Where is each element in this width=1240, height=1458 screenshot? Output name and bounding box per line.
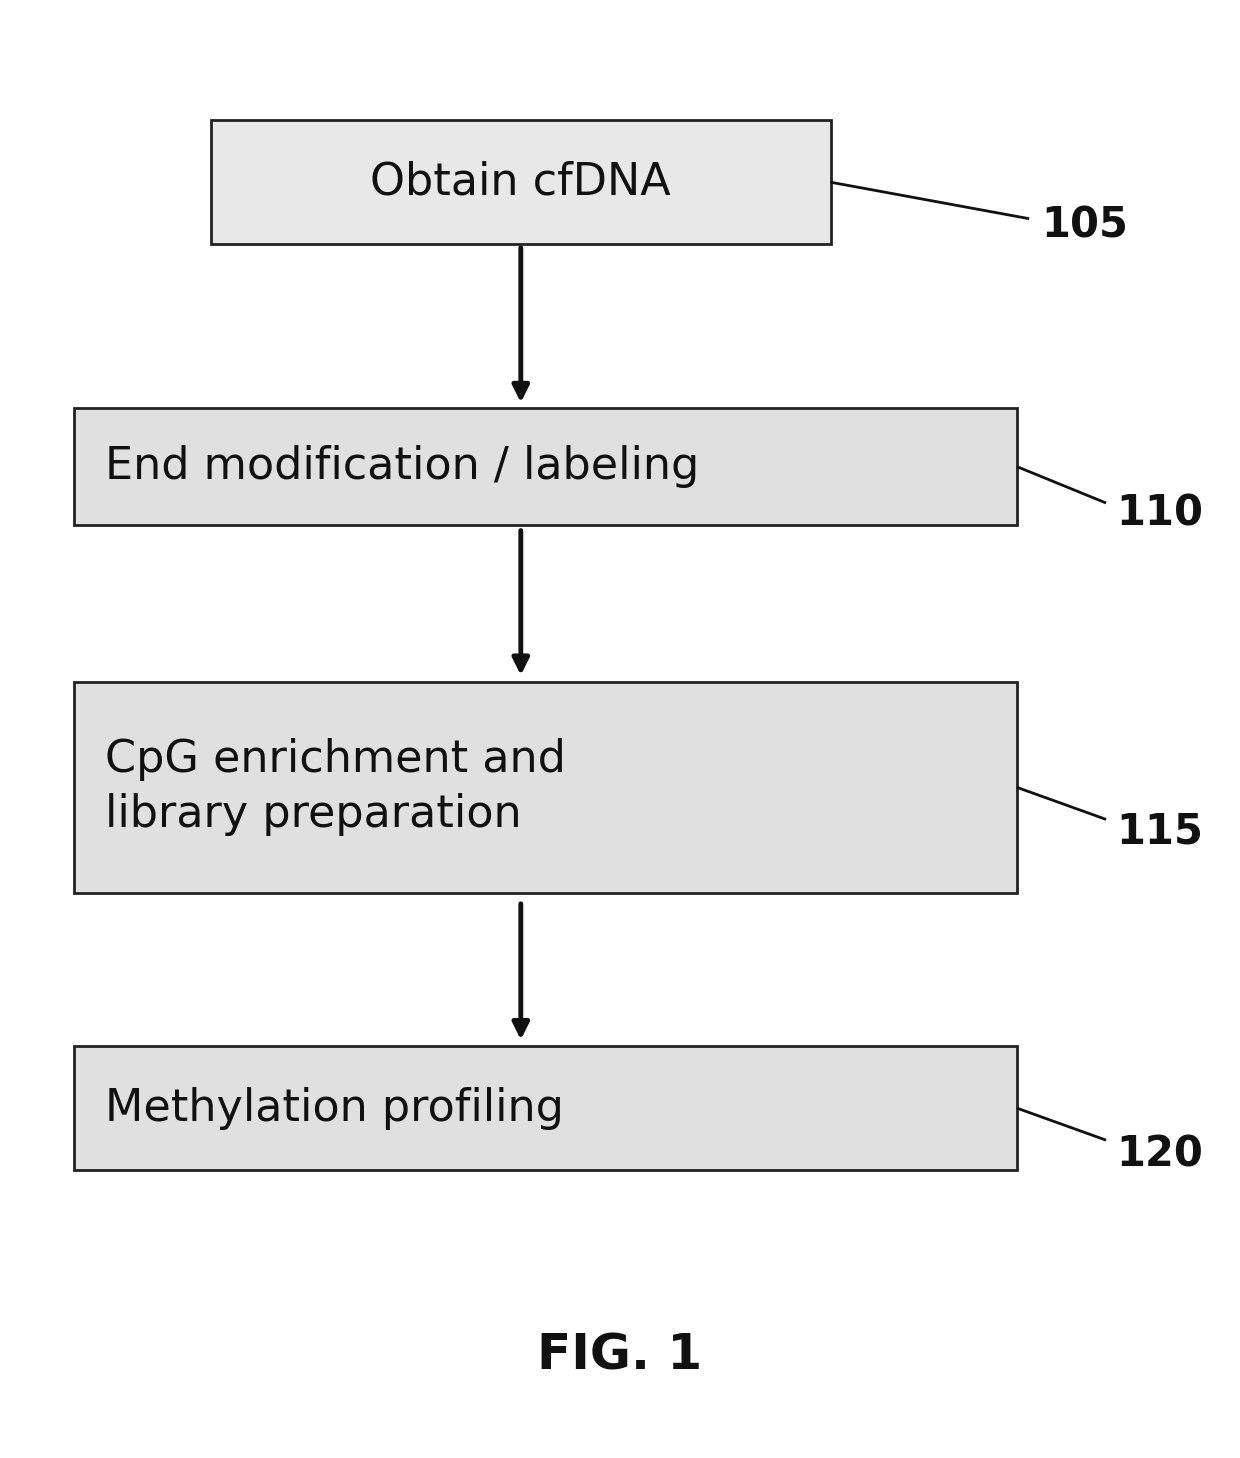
Text: 120: 120: [1116, 1134, 1203, 1175]
Text: 105: 105: [1042, 206, 1128, 246]
FancyBboxPatch shape: [74, 682, 1017, 892]
Text: Methylation profiling: Methylation profiling: [105, 1086, 564, 1130]
Text: Obtain cfDNA: Obtain cfDNA: [371, 160, 671, 204]
FancyBboxPatch shape: [74, 408, 1017, 525]
FancyBboxPatch shape: [74, 1047, 1017, 1169]
Text: FIG. 1: FIG. 1: [537, 1333, 703, 1379]
Text: 115: 115: [1116, 811, 1203, 851]
Text: CpG enrichment and
library preparation: CpG enrichment and library preparation: [105, 738, 567, 837]
FancyBboxPatch shape: [211, 121, 831, 243]
Text: 110: 110: [1116, 493, 1203, 534]
Text: End modification / labeling: End modification / labeling: [105, 445, 699, 488]
